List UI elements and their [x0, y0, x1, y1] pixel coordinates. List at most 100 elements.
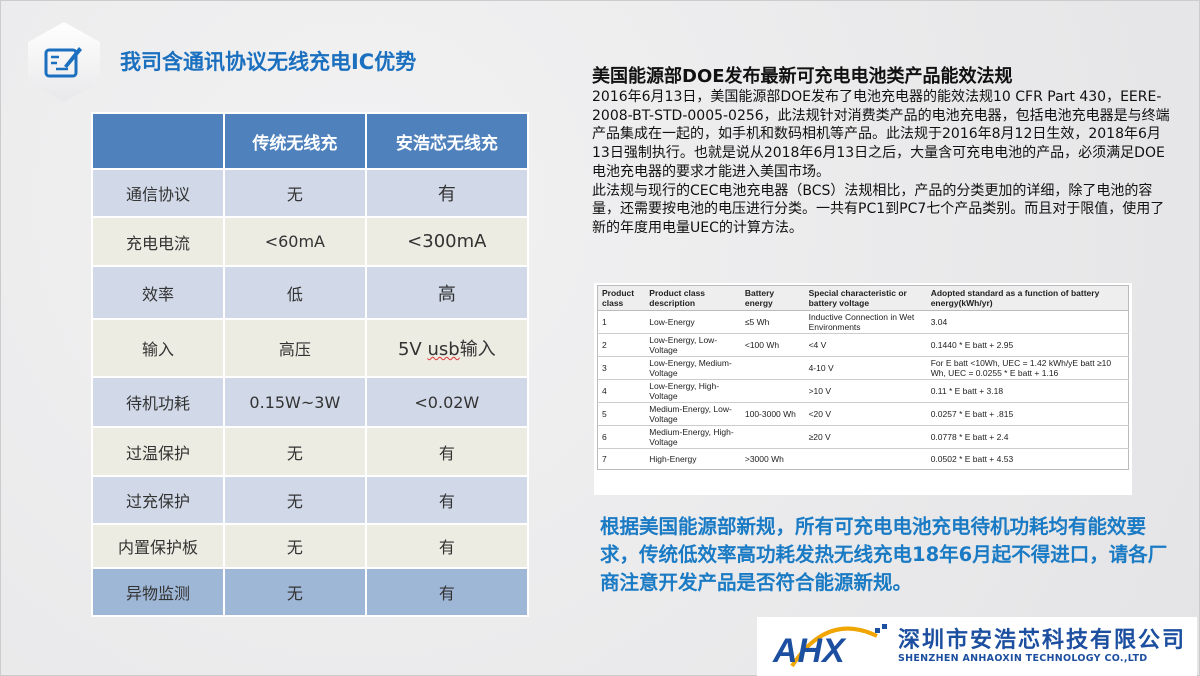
std-cell: 4-10 V: [804, 356, 927, 380]
table-header-row: 传统无线充 安浩芯无线充: [90, 112, 530, 170]
company-name-en: SHENZHEN ANHAOXIN TECHNOLOGY CO.,LTD: [898, 653, 1148, 664]
table-row: 充电电流 <60mA <300mA: [90, 216, 530, 267]
table-cell: <300mA: [364, 216, 530, 267]
std-cell: 0.0257 * E batt + .815: [926, 402, 1129, 426]
table-row: 效率低高: [90, 265, 530, 320]
std-header-cell: Product class description: [645, 285, 741, 311]
std-row: 2 Low-Energy, Low-Voltage <100 Wh <4 V 0.144…: [597, 333, 1129, 357]
company-name-cn: 深圳市安浩芯科技有限公司: [898, 628, 1187, 653]
std-cell: [740, 379, 805, 403]
table-row: 过充保护无有: [90, 475, 530, 525]
table-cell: 高压: [223, 318, 367, 378]
std-cell: High-Energy: [645, 448, 741, 470]
ahx-logo-icon: AHX: [772, 623, 887, 670]
std-cell: 100-3000 Wh: [740, 402, 805, 426]
std-cell: [740, 425, 805, 449]
table-cell: 无: [223, 168, 367, 218]
std-header-cell: Product class: [597, 285, 646, 311]
std-cell: Low-Energy: [645, 310, 741, 334]
table-cell: 待机功耗: [90, 376, 226, 428]
table-cell: 无: [223, 523, 367, 569]
table-cell: 通信协议: [90, 168, 226, 218]
table-row: 过温保护无有: [90, 426, 530, 477]
std-cell: 2: [597, 333, 646, 357]
table-cell: <60mA: [223, 216, 367, 267]
std-row: 5 Medium-Energy, Low-Voltage 100-3000 Wh <2…: [597, 402, 1129, 426]
std-row: 6 Medium-Energy, High-Voltage ≥20 V 0.0778 …: [597, 425, 1129, 449]
std-row: 3 Low-Energy, Medium-Voltage 4-10 V For E b…: [597, 356, 1129, 380]
std-cell: 7: [597, 448, 646, 470]
table-cell: 低: [223, 265, 367, 320]
standards-table-image: Product class Product class description Ba…: [594, 283, 1132, 495]
std-cell: For E batt <10Wh, UEC = 1.42 kWh/yE batt…: [926, 356, 1129, 380]
table-cell: 无: [223, 426, 367, 477]
notice-text: 根据美国能源部新规，所有可充电电池充电待机功耗均有能效要求，传统低效率高功耗发热…: [600, 515, 1168, 594]
std-cell: >10 V: [804, 379, 927, 403]
table-cell: 异物监测: [90, 567, 226, 617]
std-cell: 1: [597, 310, 646, 334]
std-cell: 0.0778 * E batt + 2.4: [926, 425, 1129, 449]
std-cell: 0.1440 * E batt + 2.95: [926, 333, 1129, 357]
doe-body: 2016年6月13日，美国能源部DOE发布了电池充电器的能效法规10 CFR P…: [588, 88, 1178, 238]
std-cell: <20 V: [804, 402, 927, 426]
std-cell: Low-Energy, High-Voltage: [645, 379, 741, 403]
table-cell: 有: [364, 168, 530, 218]
std-header-cell: Special characteristic or battery voltag…: [804, 285, 927, 311]
table-row: 输入 高压 5V usb输入: [90, 318, 530, 378]
table-cell: 充电电流: [90, 216, 226, 267]
table-cell: 无: [223, 475, 367, 525]
table-cell: 过温保护: [90, 426, 226, 477]
std-cell: 4: [597, 379, 646, 403]
std-cell: 3.04: [926, 310, 1129, 334]
std-cell: 3: [597, 356, 646, 380]
std-cell: [804, 448, 927, 470]
std-cell: 5: [597, 402, 646, 426]
std-cell: Low-Energy, Medium-Voltage: [645, 356, 741, 380]
std-row: 1 Low-Energy ≤5 Wh Inductive Connection in …: [597, 310, 1129, 334]
std-cell: Medium-Energy, High-Voltage: [645, 425, 741, 449]
std-row: 4 Low-Energy, High-Voltage >10 V 0.11 * E b…: [597, 379, 1129, 403]
std-cell: Low-Energy, Low-Voltage: [645, 333, 741, 357]
std-cell: [740, 356, 805, 380]
std-header-cell: Battery energy: [740, 285, 805, 311]
std-header-cell: Adopted standard as a function of batter…: [926, 285, 1129, 311]
std-cell: >3000 Wh: [740, 448, 805, 470]
std-row: 7 High-Energy >3000 Wh 0.0502 * E batt + 4.…: [597, 448, 1129, 470]
table-cell: 5V usb输入: [364, 318, 530, 378]
doe-heading: 美国能源部DOE发布最新可充电电池类产品能效法规: [592, 66, 1013, 87]
table-cell: 过充保护: [90, 475, 226, 525]
table-row: 通信协议无有: [90, 168, 530, 218]
table-cell: 有: [364, 523, 530, 569]
table-cell: 无: [223, 567, 367, 617]
header-cell: 传统无线充: [223, 112, 367, 170]
std-cell: 0.11 * E batt + 3.18: [926, 379, 1129, 403]
company-logo: AHX 深圳市安浩芯科技有限公司 SHENZHEN ANHAOXIN TECHN…: [757, 617, 1197, 676]
std-cell: <100 Wh: [740, 333, 805, 357]
table-cell: <0.02W: [364, 376, 530, 428]
table-cell: 效率: [90, 265, 226, 320]
svg-text:AHX: AHX: [772, 632, 847, 670]
std-cell: Inductive Connection in Wet Environments: [804, 310, 927, 334]
header-cell: 安浩芯无线充: [364, 112, 530, 170]
std-cell: ≤5 Wh: [740, 310, 805, 334]
doe-paragraph-2: 此法规与现行的CEC电池充电器（BCS）法规相比，产品的分类更加的详细，除了电池…: [592, 182, 1165, 236]
table-row: 待机功耗 0.15W~3W <0.02W: [90, 376, 530, 428]
table-cell: 有: [364, 567, 530, 617]
comparison-table: 传统无线充 安浩芯无线充 通信协议无有充电电流 <60mA <300mA 效率低高输入 高压…: [90, 112, 530, 617]
table-cell: 输入: [90, 318, 226, 378]
header-cell: [90, 112, 226, 170]
std-cell: ≥20 V: [804, 425, 927, 449]
table-row: 内置保护板无有: [90, 523, 530, 569]
std-cell: Medium-Energy, Low-Voltage: [645, 402, 741, 426]
table-cell: 内置保护板: [90, 523, 226, 569]
slide-title: 我司含通讯协议无线充电IC优势: [120, 50, 417, 74]
table-cell: 有: [364, 475, 530, 525]
table-cell: 高: [364, 265, 530, 320]
std-cell: 6: [597, 425, 646, 449]
table-cell: 0.15W~3W: [223, 376, 367, 428]
doe-paragraph-1: 2016年6月13日，美国能源部DOE发布了电池充电器的能效法规10 CFR P…: [592, 89, 1170, 180]
spellcheck-underline: usb: [427, 339, 460, 360]
table-cell: 有: [364, 426, 530, 477]
table-row: 异物监测无有: [90, 567, 530, 617]
std-cell: <4 V: [804, 333, 927, 357]
